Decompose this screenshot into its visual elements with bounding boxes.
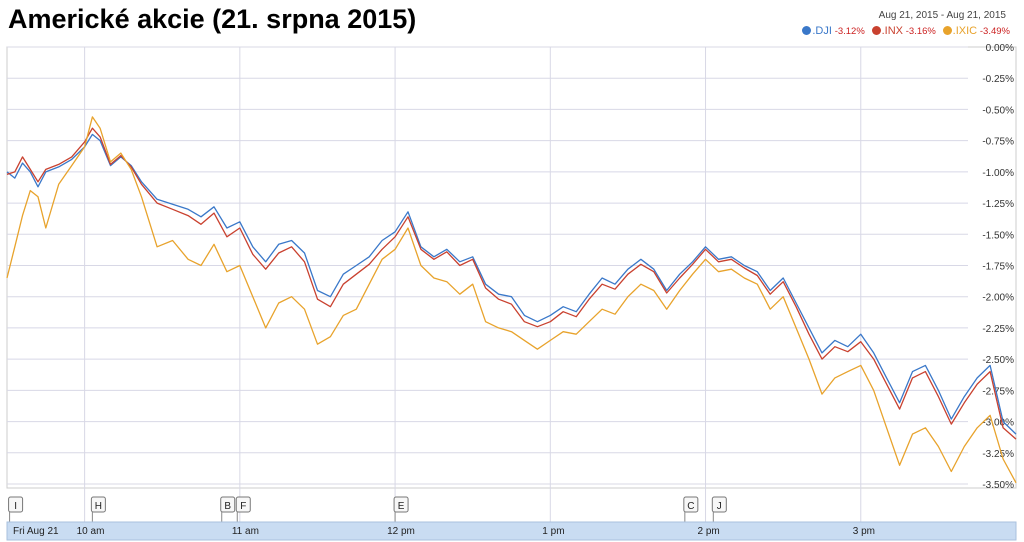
y-tick-label: -2.75% <box>982 386 1014 397</box>
time-axis-bar <box>6 521 1017 541</box>
x-axis: Fri Aug 21 10 am 11 am 12 pm 1 pm 2 pm 3 pm <box>13 526 875 537</box>
event-marker-label: H <box>95 501 102 512</box>
y-tick-label: -3.50% <box>982 480 1014 491</box>
legend-dot-dji <box>802 26 812 35</box>
y-tick-label: -1.25% <box>982 199 1014 210</box>
legend-dot-inx <box>871 26 881 35</box>
event-marker-f[interactable]: F <box>235 496 251 522</box>
event-marker-label: I <box>14 501 17 512</box>
event-marker-box <box>220 496 236 513</box>
event-marker-e[interactable]: E <box>393 496 409 522</box>
plot-area <box>6 46 1017 489</box>
chart-title: Americké akcie (21. srpna 2015) <box>8 4 417 34</box>
event-marker-label: F <box>240 501 246 512</box>
x-tick-label: 10 am <box>77 526 105 537</box>
event-marker-box <box>90 496 106 513</box>
x-tick-label: Fri Aug 21 <box>13 526 59 537</box>
event-marker-h[interactable]: H <box>90 496 106 522</box>
x-tick-label: 12 pm <box>387 526 415 537</box>
event-marker-c[interactable]: C <box>683 496 699 522</box>
date-range: Aug 21, 2015 - Aug 21, 2015 <box>878 10 1006 21</box>
x-tick-label: 11 am <box>232 526 259 537</box>
legend-symbol-dji: .DJI <box>812 25 832 37</box>
legend-dot-ixic <box>942 26 952 35</box>
event-marker-box <box>235 496 251 513</box>
x-tick-label: 1 pm <box>542 526 564 537</box>
legend-change-dji: -3.12% <box>834 26 865 37</box>
event-marker-j[interactable]: J <box>711 496 727 522</box>
y-tick-label: -2.50% <box>982 355 1014 366</box>
y-tick-label: -1.75% <box>982 262 1014 273</box>
y-tick-label: -2.25% <box>982 324 1014 335</box>
legend-change-ixic: -3.49% <box>979 26 1010 37</box>
y-tick-label: -3.25% <box>982 449 1014 460</box>
x-tick-label: 2 pm <box>698 526 720 537</box>
event-marker-label: B <box>224 501 231 512</box>
event-marker-label: C <box>687 501 694 512</box>
y-tick-label: 0.00% <box>986 43 1014 54</box>
gridlines <box>7 46 968 522</box>
legend-symbol-inx: .INX <box>881 25 903 37</box>
legend-change-inx: -3.16% <box>905 26 936 37</box>
event-marker-box <box>8 496 24 513</box>
legend-symbol-ixic: .IXIC <box>952 25 978 37</box>
event-marker-i[interactable]: I <box>8 496 24 522</box>
legend-item-dji[interactable]: .DJI -3.12% <box>802 25 865 37</box>
y-tick-label: -0.25% <box>982 74 1014 85</box>
series-lines <box>6 116 1017 484</box>
x-tick-label: 3 pm <box>853 526 875 537</box>
legend-item-ixic[interactable]: .IXIC -3.49% <box>942 25 1010 37</box>
y-tick-label: -1.50% <box>982 230 1014 241</box>
y-tick-label: -2.00% <box>982 293 1014 304</box>
event-marker-box <box>683 496 699 513</box>
event-marker-box <box>711 496 727 513</box>
y-axis: 0.00% -0.25% -0.50% -0.75% -1.00% -1.25% -1.50… <box>982 43 1014 491</box>
y-tick-label: -0.75% <box>982 137 1014 148</box>
legend: .DJI -3.12% .INX -3.16% .IXIC -3.49% <box>798 25 1010 37</box>
event-marker-box <box>393 496 409 513</box>
y-tick-label: -1.00% <box>982 168 1014 179</box>
legend-item-inx[interactable]: .INX -3.16% <box>871 25 936 37</box>
event-marker-label: E <box>398 501 405 512</box>
y-tick-label: -3.00% <box>982 418 1014 429</box>
event-marker-label: J <box>717 501 722 512</box>
y-tick-label: -0.50% <box>982 105 1014 116</box>
series-line-inx <box>6 127 1017 440</box>
series-line-ixic <box>6 116 1017 484</box>
series-line-dji <box>6 133 1017 435</box>
event-marker-b[interactable]: B <box>220 496 236 522</box>
